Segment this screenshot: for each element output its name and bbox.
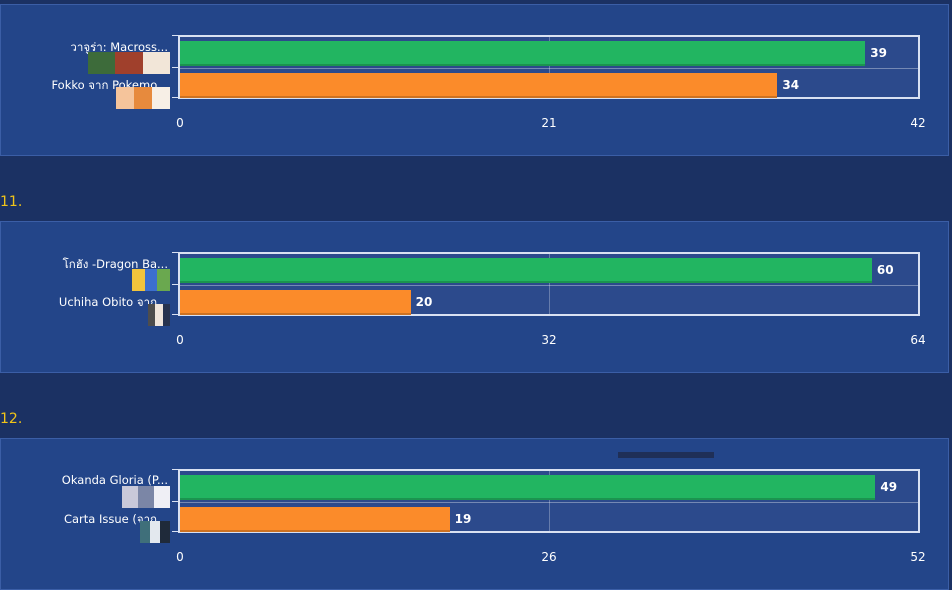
gridline: [549, 254, 550, 314]
x-tick-label: 42: [910, 116, 926, 130]
x-tick-label: 21: [541, 116, 557, 130]
thumbnail-segment: [160, 521, 170, 543]
x-tick-label: 0: [176, 550, 184, 564]
category-label: โกฮัง -Dragon Ba...: [62, 257, 168, 271]
thumbnail-segment: [88, 52, 117, 74]
y-axis-tick: [172, 35, 178, 36]
x-tick-label: 64: [910, 333, 926, 347]
character-thumbnail: [88, 52, 170, 74]
bar[interactable]: [180, 258, 872, 283]
gridline: [549, 37, 550, 97]
thumbnail-segment: [155, 304, 164, 326]
section-number: 11.: [0, 194, 23, 210]
bar-value-label: 19: [454, 512, 472, 526]
bar[interactable]: [180, 73, 778, 98]
thumbnail-segment: [140, 521, 151, 543]
thumbnail-segment: [148, 304, 157, 326]
x-tick-label: 0: [176, 116, 184, 130]
bar[interactable]: [180, 475, 876, 500]
thumbnail-segment: [116, 87, 135, 109]
category-label: วาจูร่า: Macross...: [70, 40, 168, 54]
bar-value-label: 20: [415, 295, 433, 309]
plot-area: [178, 35, 920, 99]
character-thumbnail: [132, 269, 170, 291]
thumbnail-segment: [162, 304, 170, 326]
y-axis-tick: [172, 67, 178, 68]
thumbnail-segment: [150, 521, 161, 543]
x-tick-label: 26: [541, 550, 557, 564]
section-number: 12.: [0, 411, 23, 427]
thumbnail-segment: [122, 486, 139, 508]
category-divider: [180, 68, 918, 69]
y-axis-tick: [172, 97, 178, 98]
y-axis-tick: [172, 469, 178, 470]
thumbnail-segment: [154, 486, 170, 508]
character-thumbnail: [116, 87, 170, 109]
y-axis-tick: [172, 284, 178, 285]
category-label: Uchiha Obito จาก...: [58, 295, 168, 309]
thumbnail-segment: [157, 269, 170, 291]
thumbnail-segment: [134, 87, 153, 109]
character-thumbnail: [148, 304, 170, 326]
thumbnail-segment: [152, 87, 170, 109]
x-tick-label: 32: [541, 333, 557, 347]
thumbnail-segment: [132, 269, 146, 291]
thumbnail-segment: [138, 486, 155, 508]
thumbnail-segment: [115, 52, 144, 74]
bar[interactable]: [180, 290, 411, 315]
gridline: [549, 471, 550, 531]
y-axis-tick: [172, 314, 178, 315]
category-divider: [180, 502, 918, 503]
thumbnail-segment: [144, 269, 159, 291]
character-thumbnail: [122, 486, 170, 508]
x-tick-label: 0: [176, 333, 184, 347]
bar-value-label: 34: [782, 78, 800, 92]
bar-value-label: 60: [876, 263, 894, 277]
bar-value-label: 39: [870, 46, 887, 60]
bar[interactable]: [180, 41, 866, 66]
legend-fragment: [618, 452, 714, 458]
character-thumbnail: [140, 521, 170, 543]
y-axis-tick: [172, 501, 178, 502]
category-divider: [180, 285, 918, 286]
plot-area: [178, 252, 920, 316]
x-tick-label: 52: [910, 550, 926, 564]
category-label: Okanda Gloria (P...: [61, 473, 168, 487]
plot-area: [178, 469, 920, 533]
thumbnail-segment: [142, 52, 170, 74]
bar[interactable]: [180, 507, 450, 532]
y-axis-tick: [172, 252, 178, 253]
y-axis-tick: [172, 531, 178, 532]
bar-value-label: 49: [880, 480, 898, 494]
